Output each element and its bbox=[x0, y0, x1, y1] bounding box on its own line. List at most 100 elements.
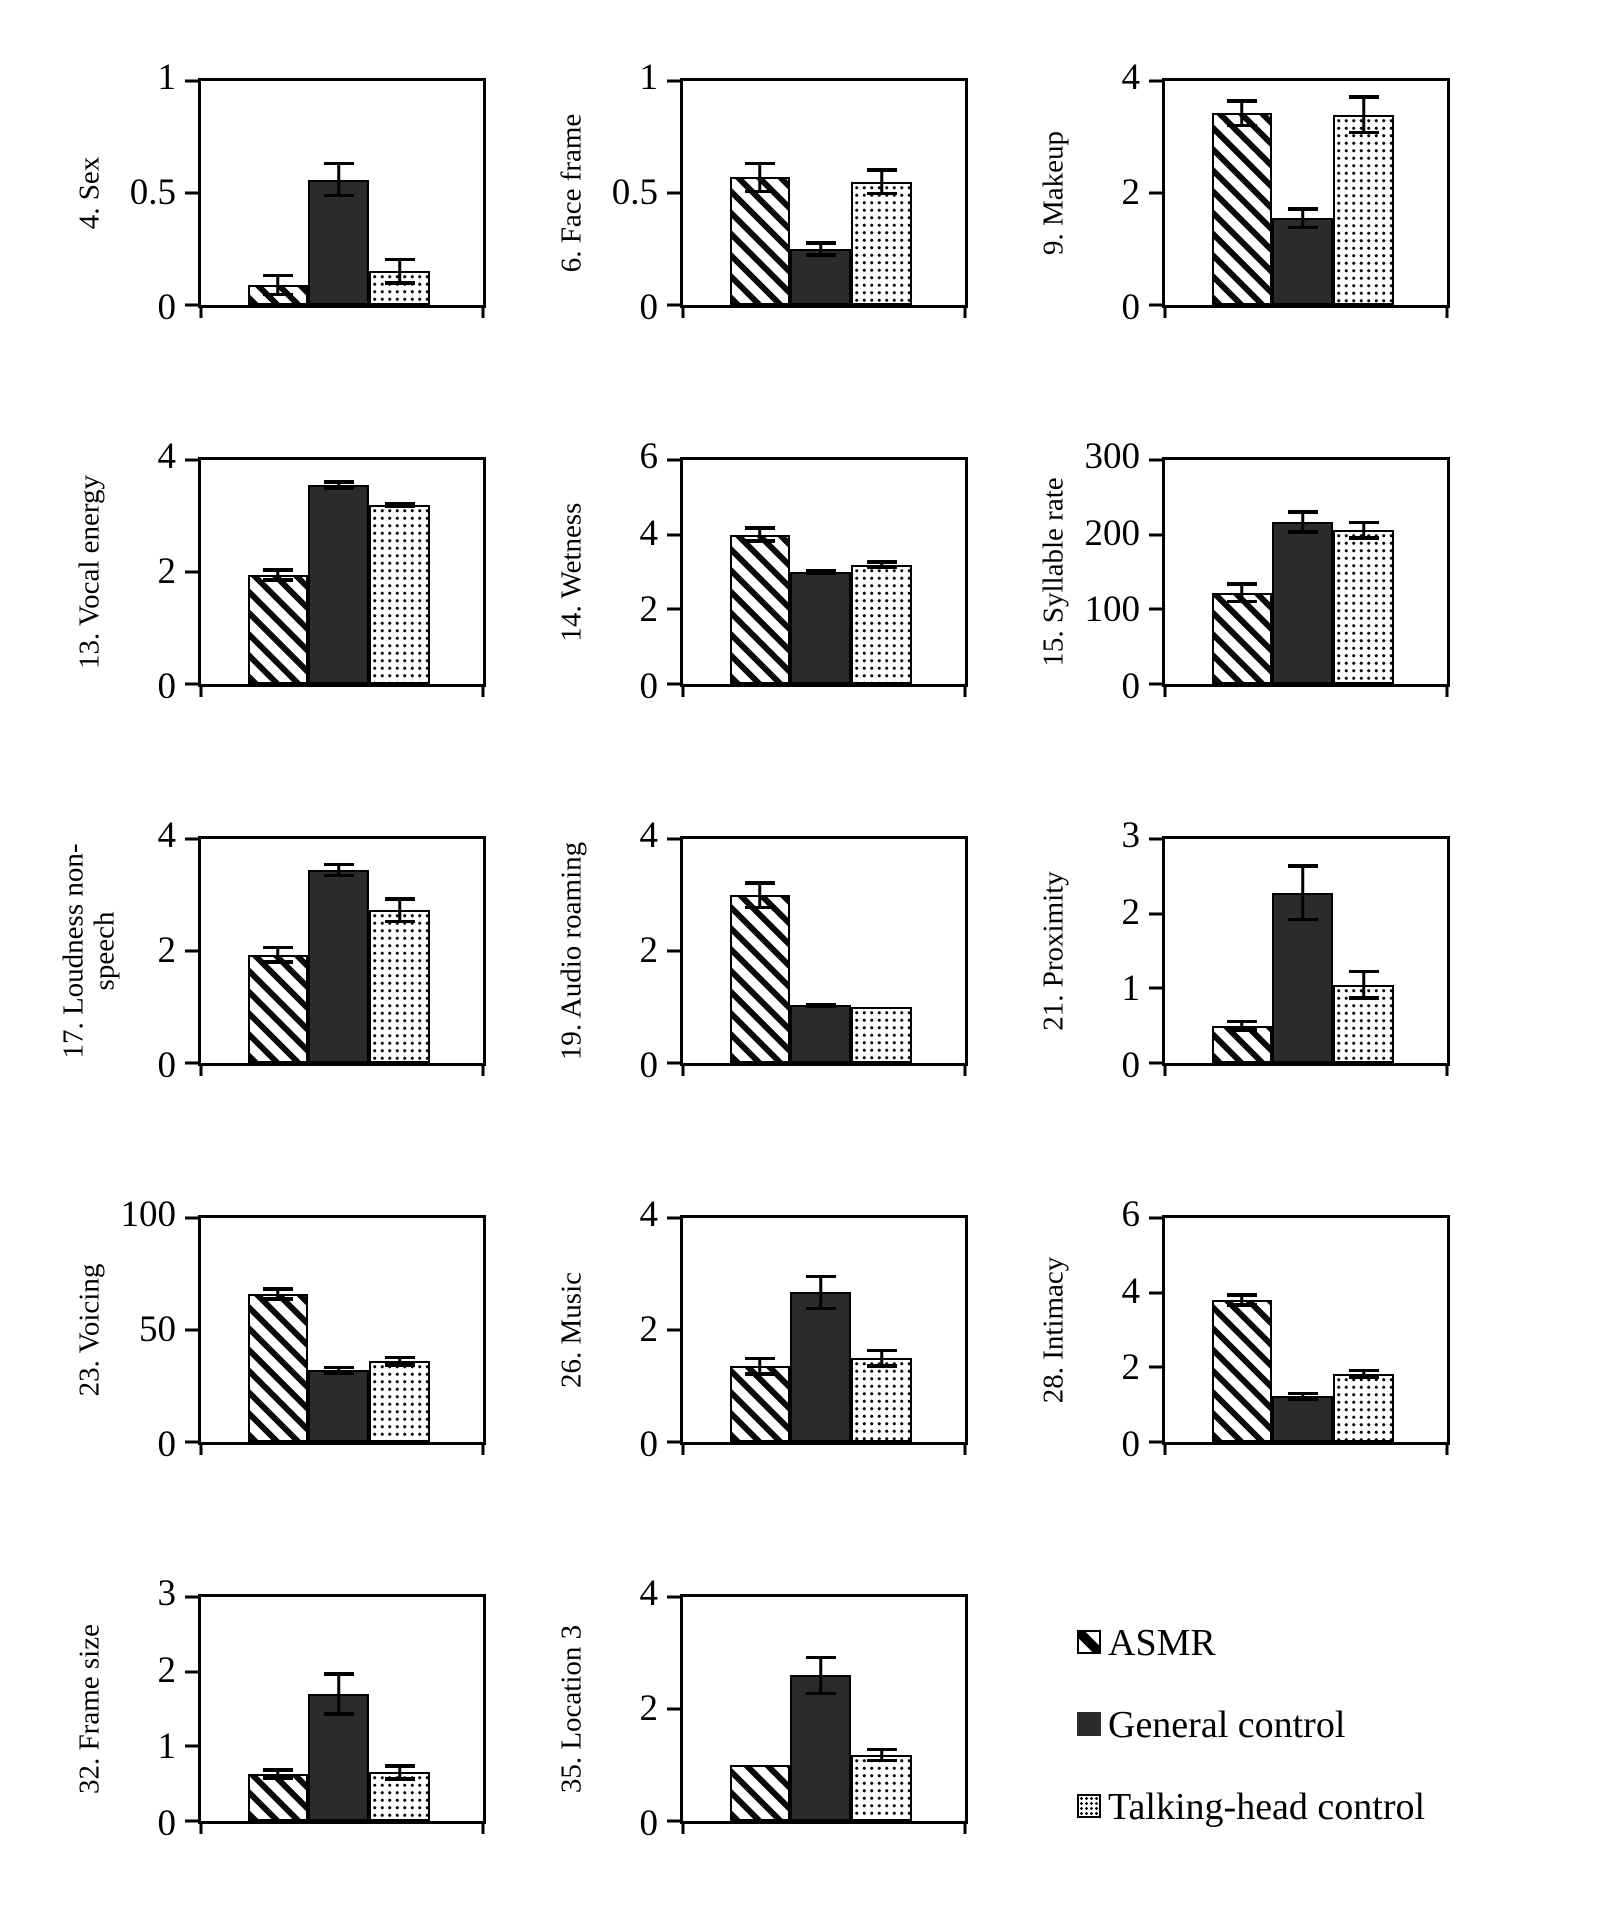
bar-general-control bbox=[790, 572, 852, 684]
y-tick-mark bbox=[1149, 303, 1162, 307]
error-bar bbox=[866, 1747, 897, 1763]
y-tick-label: 0 bbox=[639, 286, 659, 328]
bar-talking-head-control bbox=[851, 1358, 913, 1442]
error-bar-line bbox=[1301, 864, 1305, 922]
error-bar-cap-bottom bbox=[805, 571, 836, 575]
chart-21-proximity: 21. Proximity 3 2 1 0 bbox=[992, 786, 1474, 1165]
bar-general-control bbox=[790, 1005, 852, 1063]
error-bar bbox=[384, 502, 415, 508]
x-axis-end-tick bbox=[199, 684, 203, 697]
y-tick-mark bbox=[1149, 458, 1162, 462]
error-bar-line bbox=[819, 1274, 823, 1311]
error-bar-cap-top bbox=[262, 945, 293, 950]
y-tick-mark bbox=[1149, 191, 1162, 195]
y-tick-mark bbox=[1149, 1365, 1162, 1369]
y-tick-label: 0 bbox=[157, 286, 177, 328]
error-bar-cap-top bbox=[323, 480, 354, 484]
error-bar-cap-top bbox=[384, 257, 415, 262]
bar-general-control bbox=[1272, 1396, 1334, 1442]
error-bar-cap-top bbox=[805, 1002, 836, 1007]
y-tick-mark bbox=[185, 1328, 198, 1332]
error-bar bbox=[1348, 1368, 1379, 1379]
error-bar-cap-bottom bbox=[384, 1363, 415, 1367]
y-tick-mark bbox=[1149, 837, 1162, 841]
y-tick-label: 1 bbox=[157, 56, 177, 98]
error-bar-line bbox=[337, 1365, 341, 1375]
error-bar-cap-bottom bbox=[744, 189, 775, 193]
x-axis-end-tick bbox=[199, 1442, 203, 1455]
error-bar-cap-top bbox=[1287, 510, 1318, 514]
error-bar-cap-top bbox=[323, 161, 354, 166]
error-bar-line bbox=[880, 168, 884, 196]
plot-box bbox=[1149, 836, 1450, 1076]
legend-item: General control bbox=[1077, 1706, 1474, 1744]
error-bar-cap-bottom bbox=[323, 1712, 354, 1716]
error-bar-cap-bottom bbox=[262, 292, 293, 297]
y-tick-label: 6 bbox=[1121, 1193, 1141, 1235]
x-axis-end-tick bbox=[681, 684, 685, 697]
y-tick-label: 0 bbox=[1121, 286, 1141, 328]
error-bar-line bbox=[758, 526, 762, 543]
error-bar bbox=[384, 1355, 415, 1367]
error-bar-cap-bottom bbox=[1348, 1375, 1379, 1379]
error-bar-cap-top bbox=[805, 241, 836, 245]
bar-asmr bbox=[247, 1773, 309, 1821]
error-bar bbox=[1348, 95, 1379, 135]
y-tick-mark bbox=[667, 1328, 680, 1332]
error-bar-cap-top bbox=[866, 1747, 897, 1752]
y-tick-mark bbox=[667, 1440, 680, 1444]
error-bar-cap-top bbox=[744, 881, 775, 885]
legend-swatch-general-control bbox=[1077, 1712, 1101, 1736]
y-tick-label: 0 bbox=[157, 1802, 177, 1844]
error-bar-cap-bottom bbox=[1226, 123, 1257, 128]
y-tick-mark bbox=[667, 458, 680, 462]
chart-32-frame-size: 32. Frame size 3 2 1 0 bbox=[28, 1544, 510, 1923]
error-bar-cap-top bbox=[262, 568, 293, 572]
legend-label: ASMR bbox=[1108, 1622, 1216, 1664]
error-bar bbox=[805, 241, 836, 257]
error-bar-line bbox=[1301, 207, 1305, 230]
bar-asmr bbox=[1211, 113, 1273, 305]
error-bar-cap-bottom bbox=[805, 253, 836, 257]
error-bar bbox=[866, 168, 897, 196]
error-bar bbox=[262, 1287, 293, 1301]
error-bar bbox=[744, 881, 775, 909]
plot-box bbox=[667, 1594, 968, 1834]
bar-talking-head-control bbox=[369, 910, 431, 1063]
y-tick-mark bbox=[185, 458, 198, 462]
x-axis-end-tick bbox=[481, 1442, 485, 1455]
error-bar-cap-bottom bbox=[805, 1004, 836, 1009]
error-bar bbox=[262, 273, 293, 297]
error-bar-cap-bottom bbox=[1226, 1028, 1257, 1032]
y-tick-mark bbox=[667, 1216, 680, 1220]
bar-asmr bbox=[729, 895, 791, 1063]
legend: ASMR General control Talking-head control bbox=[992, 1544, 1474, 1923]
error-bar-cap-bottom bbox=[1287, 225, 1318, 230]
y-tick-mark bbox=[1149, 682, 1162, 686]
error-bar-line bbox=[758, 881, 762, 909]
y-tick-label: 2 bbox=[157, 1649, 177, 1691]
error-bar bbox=[384, 1764, 415, 1781]
error-bar bbox=[805, 569, 836, 575]
bar-general-control bbox=[790, 1292, 852, 1442]
x-axis-end-tick bbox=[1163, 1442, 1167, 1455]
y-tick-label: 0 bbox=[639, 1423, 659, 1465]
y-tick-mark bbox=[667, 191, 680, 195]
error-bar-cap-bottom bbox=[1226, 599, 1257, 604]
bar-asmr bbox=[729, 177, 791, 305]
bar-talking-head-control bbox=[1333, 530, 1395, 684]
error-bar-cap-bottom bbox=[323, 1371, 354, 1375]
y-tick-label: 4 bbox=[639, 512, 659, 554]
error-bar-line bbox=[1240, 1293, 1244, 1307]
error-bar-cap-bottom bbox=[1348, 536, 1379, 540]
y-tick-label: 0 bbox=[157, 1044, 177, 1086]
legend-swatch-talking-head-control bbox=[1077, 1794, 1101, 1818]
error-bar-cap-bottom bbox=[805, 1306, 836, 1311]
y-tick-mark bbox=[185, 1595, 198, 1599]
y-tick-mark bbox=[667, 837, 680, 841]
y-tick-label: 0 bbox=[157, 665, 177, 707]
error-bar-cap-bottom bbox=[262, 960, 293, 964]
y-tick-label: 0 bbox=[157, 1423, 177, 1465]
error-bar-cap-bottom bbox=[1287, 530, 1318, 534]
x-axis-end-tick bbox=[481, 1821, 485, 1834]
